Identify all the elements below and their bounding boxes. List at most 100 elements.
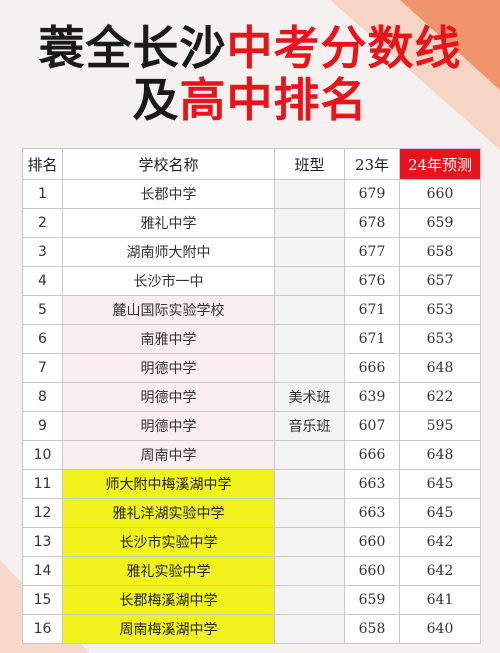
- score-2023-cell: 663: [344, 469, 400, 499]
- rank-cell: 5: [22, 295, 63, 325]
- score-2023-cell: 660: [344, 556, 400, 586]
- rank-cell: 13: [22, 527, 63, 557]
- school-cell: 湖南师大附中: [62, 237, 275, 267]
- school-cell: 长郡梅溪湖中学: [62, 585, 275, 615]
- score-2024-prediction-cell: 648: [399, 353, 481, 383]
- score-2023-cell: 659: [344, 585, 400, 615]
- title-line-2: 及高中排名: [0, 74, 500, 126]
- score-2024-prediction-cell: 595: [399, 411, 481, 441]
- table-row: 10 周南中学 666 648: [22, 440, 481, 470]
- score-2024-prediction-cell: 645: [399, 469, 481, 499]
- score-2024-prediction-cell: 640: [399, 614, 481, 644]
- score-2024-prediction-cell: 659: [399, 208, 481, 238]
- table-row: 16 周南梅溪湖中学 658 640: [22, 614, 481, 644]
- score-2023-cell: 671: [344, 324, 400, 354]
- school-cell: 长郡中学: [62, 179, 275, 209]
- score-2023-cell: 671: [344, 295, 400, 325]
- score-2024-prediction-cell: 648: [399, 440, 481, 470]
- rank-cell: 7: [22, 353, 63, 383]
- class-type-cell: [274, 498, 345, 528]
- class-type-cell: [274, 179, 345, 209]
- rank-cell: 6: [22, 324, 63, 354]
- class-type-cell: [274, 440, 345, 470]
- score-2023-cell: 679: [344, 179, 400, 209]
- table-row: 12 雅礼洋湖实验中学 663 645: [22, 498, 481, 528]
- school-cell: 师大附中梅溪湖中学: [62, 469, 275, 499]
- score-2023-cell: 678: [344, 208, 400, 238]
- school-cell: 周南中学: [62, 440, 275, 470]
- class-type-cell: [274, 208, 345, 238]
- score-2023-cell: 677: [344, 237, 400, 267]
- rank-cell: 4: [22, 266, 63, 296]
- class-type-cell: [274, 237, 345, 267]
- class-type-cell: [274, 527, 345, 557]
- rank-cell: 12: [22, 498, 63, 528]
- rank-cell: 8: [22, 382, 63, 412]
- class-type-cell: [274, 266, 345, 296]
- table-row: 4 长沙市一中 676 657: [22, 266, 481, 296]
- header-school: 学校名称: [62, 148, 275, 180]
- score-2024-prediction-cell: 642: [399, 556, 481, 586]
- table-header-row: 排名 学校名称 班型 23年 24年预测: [22, 148, 481, 180]
- school-cell: 明德中学: [62, 411, 275, 441]
- table-row: 2 雅礼中学 678 659: [22, 208, 481, 238]
- score-2023-cell: 658: [344, 614, 400, 644]
- header-2024-prediction: 24年预测: [399, 148, 481, 180]
- school-cell: 周南梅溪湖中学: [62, 614, 275, 644]
- score-2023-cell: 666: [344, 440, 400, 470]
- rank-cell: 9: [22, 411, 63, 441]
- table-row: 15 长郡梅溪湖中学 659 641: [22, 585, 481, 615]
- score-2024-prediction-cell: 658: [399, 237, 481, 267]
- rank-cell: 15: [22, 585, 63, 615]
- title-part-2: 中考分数线: [226, 21, 462, 75]
- header-class-type: 班型: [274, 148, 345, 180]
- class-type-cell: [274, 295, 345, 325]
- school-cell: 雅礼实验中学: [62, 556, 275, 586]
- school-cell: 雅礼洋湖实验中学: [62, 498, 275, 528]
- class-type-cell: 音乐班: [274, 411, 345, 441]
- table-row: 13 长沙市实验中学 660 642: [22, 527, 481, 557]
- school-cell: 雅礼中学: [62, 208, 275, 238]
- rank-cell: 14: [22, 556, 63, 586]
- score-2024-prediction-cell: 645: [399, 498, 481, 528]
- page-title: 蓑全长沙中考分数线 及高中排名: [0, 22, 500, 126]
- rank-cell: 16: [22, 614, 63, 644]
- title-part-4: 高中排名: [179, 73, 368, 127]
- rank-cell: 1: [22, 179, 63, 209]
- table-row: 7 明德中学 666 648: [22, 353, 481, 383]
- school-cell: 明德中学: [62, 382, 275, 412]
- school-cell: 长沙市一中: [62, 266, 275, 296]
- class-type-cell: [274, 585, 345, 615]
- header-2023: 23年: [344, 148, 400, 180]
- class-type-cell: [274, 614, 345, 644]
- school-cell: 明德中学: [62, 353, 275, 383]
- score-2023-cell: 663: [344, 498, 400, 528]
- class-type-cell: [274, 556, 345, 586]
- score-2023-cell: 660: [344, 527, 400, 557]
- score-2023-cell: 607: [344, 411, 400, 441]
- table-row: 14 雅礼实验中学 660 642: [22, 556, 481, 586]
- class-type-cell: [274, 469, 345, 499]
- score-2023-cell: 639: [344, 382, 400, 412]
- table-row: 6 南雅中学 671 653: [22, 324, 481, 354]
- class-type-cell: [274, 324, 345, 354]
- class-type-cell: 美术班: [274, 382, 345, 412]
- header-rank: 排名: [22, 148, 63, 180]
- table-row: 1 长郡中学 679 660: [22, 179, 481, 209]
- score-2024-prediction-cell: 653: [399, 295, 481, 325]
- rank-cell: 11: [22, 469, 63, 499]
- table-row: 8 明德中学 美术班 639 622: [22, 382, 481, 412]
- title-line-1: 蓑全长沙中考分数线: [0, 22, 500, 74]
- table-row: 3 湖南师大附中 677 658: [22, 237, 481, 267]
- rank-cell: 3: [22, 237, 63, 267]
- score-2024-prediction-cell: 657: [399, 266, 481, 296]
- score-2024-prediction-cell: 653: [399, 324, 481, 354]
- school-cell: 南雅中学: [62, 324, 275, 354]
- score-2023-cell: 676: [344, 266, 400, 296]
- score-2024-prediction-cell: 622: [399, 382, 481, 412]
- score-2023-cell: 666: [344, 353, 400, 383]
- class-type-cell: [274, 353, 345, 383]
- table-row: 9 明德中学 音乐班 607 595: [22, 411, 481, 441]
- school-cell: 麓山国际实验学校: [62, 295, 275, 325]
- score-2024-prediction-cell: 660: [399, 179, 481, 209]
